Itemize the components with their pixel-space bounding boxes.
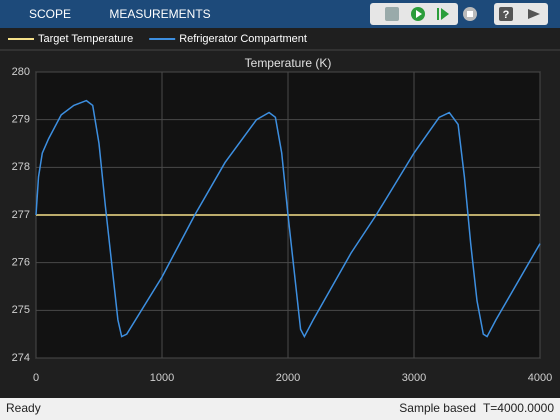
status-state: Ready — [6, 401, 41, 415]
stop-button[interactable] — [463, 7, 477, 21]
run-button[interactable] — [411, 7, 425, 21]
x-tick-label: 0 — [33, 372, 39, 384]
x-tick-label: 2000 — [276, 372, 300, 384]
x-tick-label: 1000 — [150, 372, 174, 384]
tab-measurements[interactable]: MEASUREMENTS — [109, 7, 210, 21]
expand-button[interactable] — [528, 9, 540, 19]
step-forward-button[interactable] — [437, 8, 449, 20]
help-button[interactable]: ? — [499, 7, 513, 21]
status-mode: Sample based — [399, 401, 476, 415]
legend-label: Refrigerator Compartment — [179, 33, 307, 45]
y-tick-label: 276 — [12, 257, 30, 269]
y-tick-label: 275 — [12, 304, 30, 316]
x-tick-label: 4000 — [528, 372, 552, 384]
y-tick-label: 274 — [12, 352, 30, 364]
legend-label: Target Temperature — [38, 33, 133, 45]
chart-title: Temperature (K) — [245, 56, 332, 70]
svg-text:?: ? — [503, 9, 510, 21]
y-tick-label: 279 — [12, 114, 30, 126]
tab-scope[interactable]: SCOPE — [29, 7, 71, 21]
y-tick-label: 280 — [12, 66, 30, 78]
status-bar — [0, 398, 560, 420]
step-back-button[interactable] — [385, 7, 399, 21]
y-tick-label: 277 — [12, 209, 30, 221]
y-tick-label: 278 — [12, 161, 30, 173]
x-tick-label: 3000 — [402, 372, 426, 384]
series-line — [35, 99, 541, 339]
status-time: T=4000.0000 — [483, 401, 554, 415]
